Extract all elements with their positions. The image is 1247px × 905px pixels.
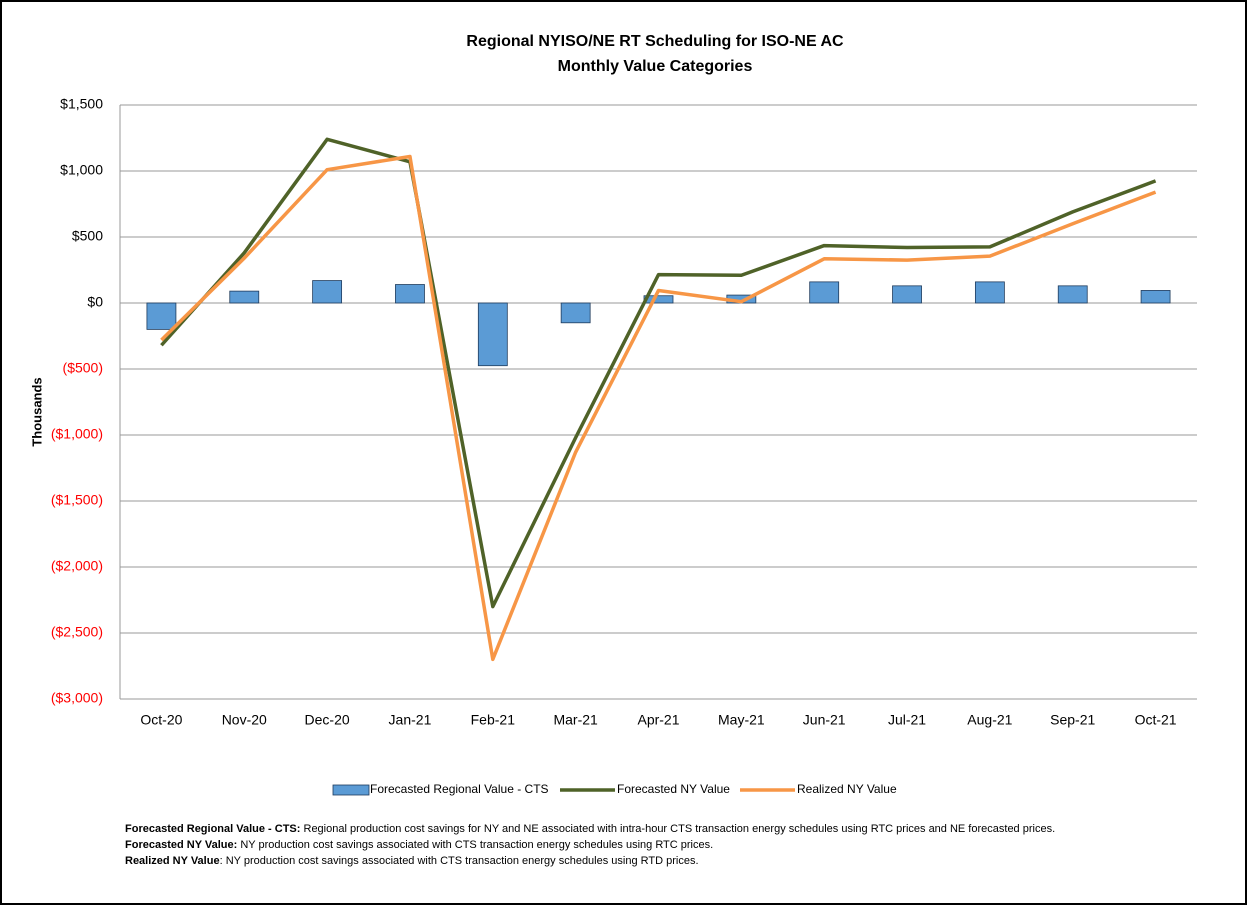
footnote-text: NY production cost savings associated wi… — [237, 839, 713, 851]
bar — [1057, 285, 1088, 304]
legend-label: Realized NY Value — [797, 782, 897, 796]
legend-label: Forecasted Regional Value - CTS — [370, 782, 549, 796]
bar — [809, 281, 840, 304]
y-tick-label: $0 — [87, 294, 103, 310]
y-tick-label: $1,000 — [60, 162, 103, 178]
y-tick-label: ($2,000) — [51, 558, 103, 574]
x-tick-label: Dec-20 — [305, 712, 350, 728]
bar — [312, 280, 343, 304]
footnote-term: Forecasted Regional Value - CTS: — [125, 823, 300, 835]
x-tick-label: Mar-21 — [553, 712, 598, 728]
y-axis-label: Thousands — [29, 377, 44, 446]
x-tick-label: Apr-21 — [637, 712, 679, 728]
y-tick-label: ($1,500) — [51, 492, 103, 508]
bar — [1140, 290, 1171, 304]
bar — [974, 281, 1005, 304]
y-tick-label: $500 — [72, 228, 103, 244]
bar — [560, 302, 591, 324]
y-tick-label: ($500) — [63, 360, 103, 376]
x-tick-label: Sep-21 — [1050, 712, 1095, 728]
bar — [146, 302, 177, 330]
bar — [892, 285, 922, 304]
legend-swatch — [332, 784, 370, 796]
chart-title: Regional NYISO/NE RT Scheduling for ISO-… — [466, 33, 844, 50]
x-tick-label: Oct-20 — [140, 712, 182, 728]
bar — [395, 284, 425, 304]
bar — [477, 302, 508, 367]
x-tick-label: Nov-20 — [222, 712, 267, 728]
x-tick-label: Jun-21 — [803, 712, 846, 728]
line — [160, 154, 1157, 662]
footnote: Forecasted NY Value: NY production cost … — [125, 839, 713, 851]
footnote-term: Realized NY Value — [125, 855, 220, 867]
chart-subtitle: Monthly Value Categories — [558, 58, 753, 75]
footnote-term: Forecasted NY Value: — [125, 839, 237, 851]
y-tick-label: $1,500 — [60, 96, 103, 112]
footnote: Forecasted Regional Value - CTS: Regiona… — [125, 823, 1055, 835]
line — [160, 137, 1157, 609]
footnote-text: Regional production cost savings for NY … — [300, 823, 1055, 835]
footnote: Realized NY Value: NY production cost sa… — [125, 855, 699, 867]
y-tick-label: ($1,000) — [51, 426, 103, 442]
x-tick-label: Jul-21 — [888, 712, 926, 728]
y-tick-label: ($2,500) — [51, 624, 103, 640]
x-tick-label: Oct-21 — [1135, 712, 1177, 728]
x-tick-label: Feb-21 — [471, 712, 516, 728]
x-tick-label: Jan-21 — [389, 712, 432, 728]
y-tick-label: ($3,000) — [51, 690, 103, 706]
legend-label: Forecasted NY Value — [617, 782, 730, 796]
x-tick-label: Aug-21 — [967, 712, 1012, 728]
bar — [229, 290, 260, 304]
x-tick-label: May-21 — [718, 712, 765, 728]
footnote-text: : NY production cost savings associated … — [220, 855, 699, 867]
